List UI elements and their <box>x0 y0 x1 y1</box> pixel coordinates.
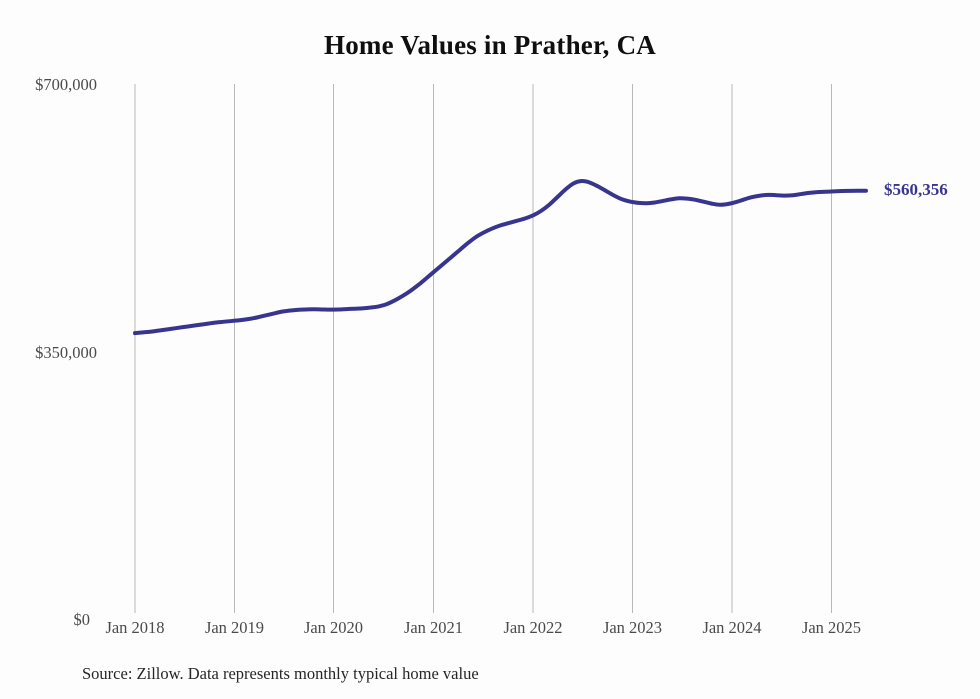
x-axis-tick-6: Jan 2024 <box>702 618 762 637</box>
source-note: Source: Zillow. Data represents monthly … <box>82 664 479 683</box>
y-axis-tick-700000: $700,000 <box>35 75 97 94</box>
x-axis-tick-1: Jan 2019 <box>204 618 265 637</box>
x-axis-tick-4: Jan 2022 <box>503 618 563 637</box>
x-axis-tick-5: Jan 2023 <box>602 618 663 637</box>
x-axis-tick-2: Jan 2020 <box>303 618 364 637</box>
data-series-line <box>133 179 868 336</box>
x-axis-tick-7: Jan 2025 <box>801 618 862 637</box>
page-title: Home Values in Prather, CA <box>324 30 656 60</box>
end-value-label: $560,356 <box>884 179 948 199</box>
y-axis-tick-350000: $350,000 <box>35 343 97 362</box>
y-axis-tick-0: $0 <box>73 610 91 629</box>
gridlines-group <box>134 84 832 613</box>
x-axis-tick-0: Jan 2018 <box>105 618 165 637</box>
x-axis-tick-3: Jan 2021 <box>403 618 464 637</box>
